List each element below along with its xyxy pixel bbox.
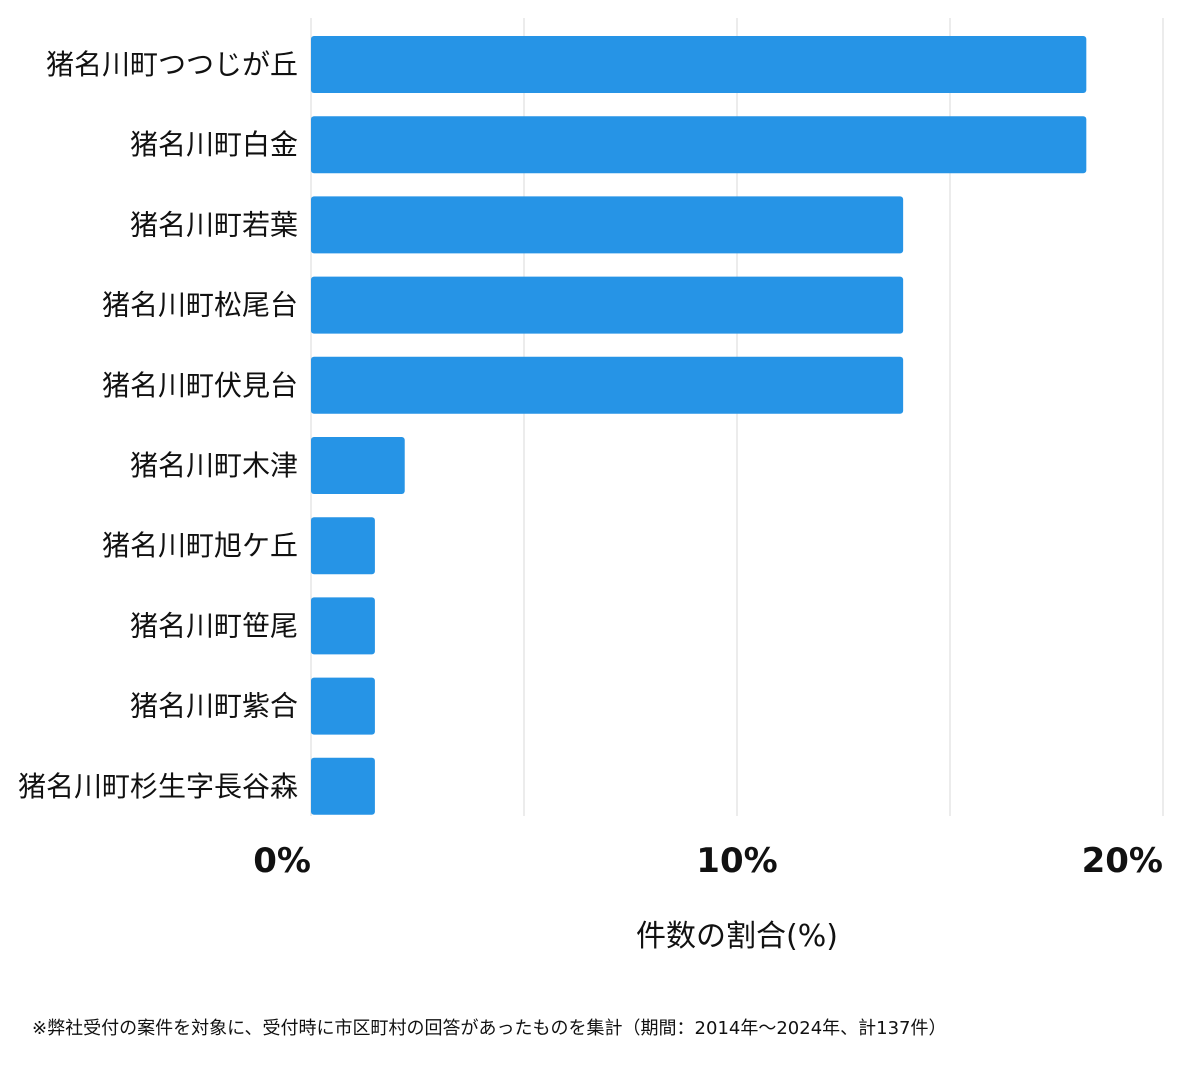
category-label-1: 猪名川町白金 <box>130 128 298 161</box>
bar-9 <box>311 757 375 815</box>
category-label-4: 猪名川町伏見台 <box>102 369 298 402</box>
footnote: ※弊社受付の案件を対象に、受付時に市区町村の回答があったものを集計（期間：201… <box>32 1018 947 1039</box>
category-label-9: 猪名川町杉生字長谷森 <box>18 770 298 803</box>
x-tick-label-0: 0% <box>253 841 311 881</box>
bar-5 <box>311 437 405 494</box>
bars <box>311 36 1087 815</box>
x-tick-labels: 0% 10% 20% <box>253 841 1163 881</box>
category-label-8: 猪名川町紫合 <box>130 690 298 723</box>
x-axis-label: 件数の割合(%) <box>636 919 838 954</box>
bar-8 <box>311 677 375 735</box>
bar-7 <box>311 597 375 655</box>
bar-chart: 猪名川町つつじが丘猪名川町白金猪名川町若葉猪名川町松尾台猪名川町伏見台猪名川町木… <box>18 18 1164 954</box>
bar-1 <box>311 116 1087 174</box>
category-label-2: 猪名川町若葉 <box>130 208 298 241</box>
bar-6 <box>311 517 375 575</box>
category-label-0: 猪名川町つつじが丘 <box>46 48 298 81</box>
bar-3 <box>311 276 904 334</box>
bar-2 <box>311 196 904 254</box>
category-label-5: 猪名川町木津 <box>130 449 298 482</box>
bar-4 <box>311 356 904 414</box>
x-tick-label-1: 10% <box>696 841 777 881</box>
bar-0 <box>311 36 1087 93</box>
category-label-6: 猪名川町旭ケ丘 <box>102 529 298 562</box>
category-label-3: 猪名川町松尾台 <box>102 289 298 322</box>
x-tick-label-2: 20% <box>1082 841 1163 881</box>
category-labels: 猪名川町つつじが丘猪名川町白金猪名川町若葉猪名川町松尾台猪名川町伏見台猪名川町木… <box>18 48 298 803</box>
category-label-7: 猪名川町笹尾 <box>130 609 298 642</box>
